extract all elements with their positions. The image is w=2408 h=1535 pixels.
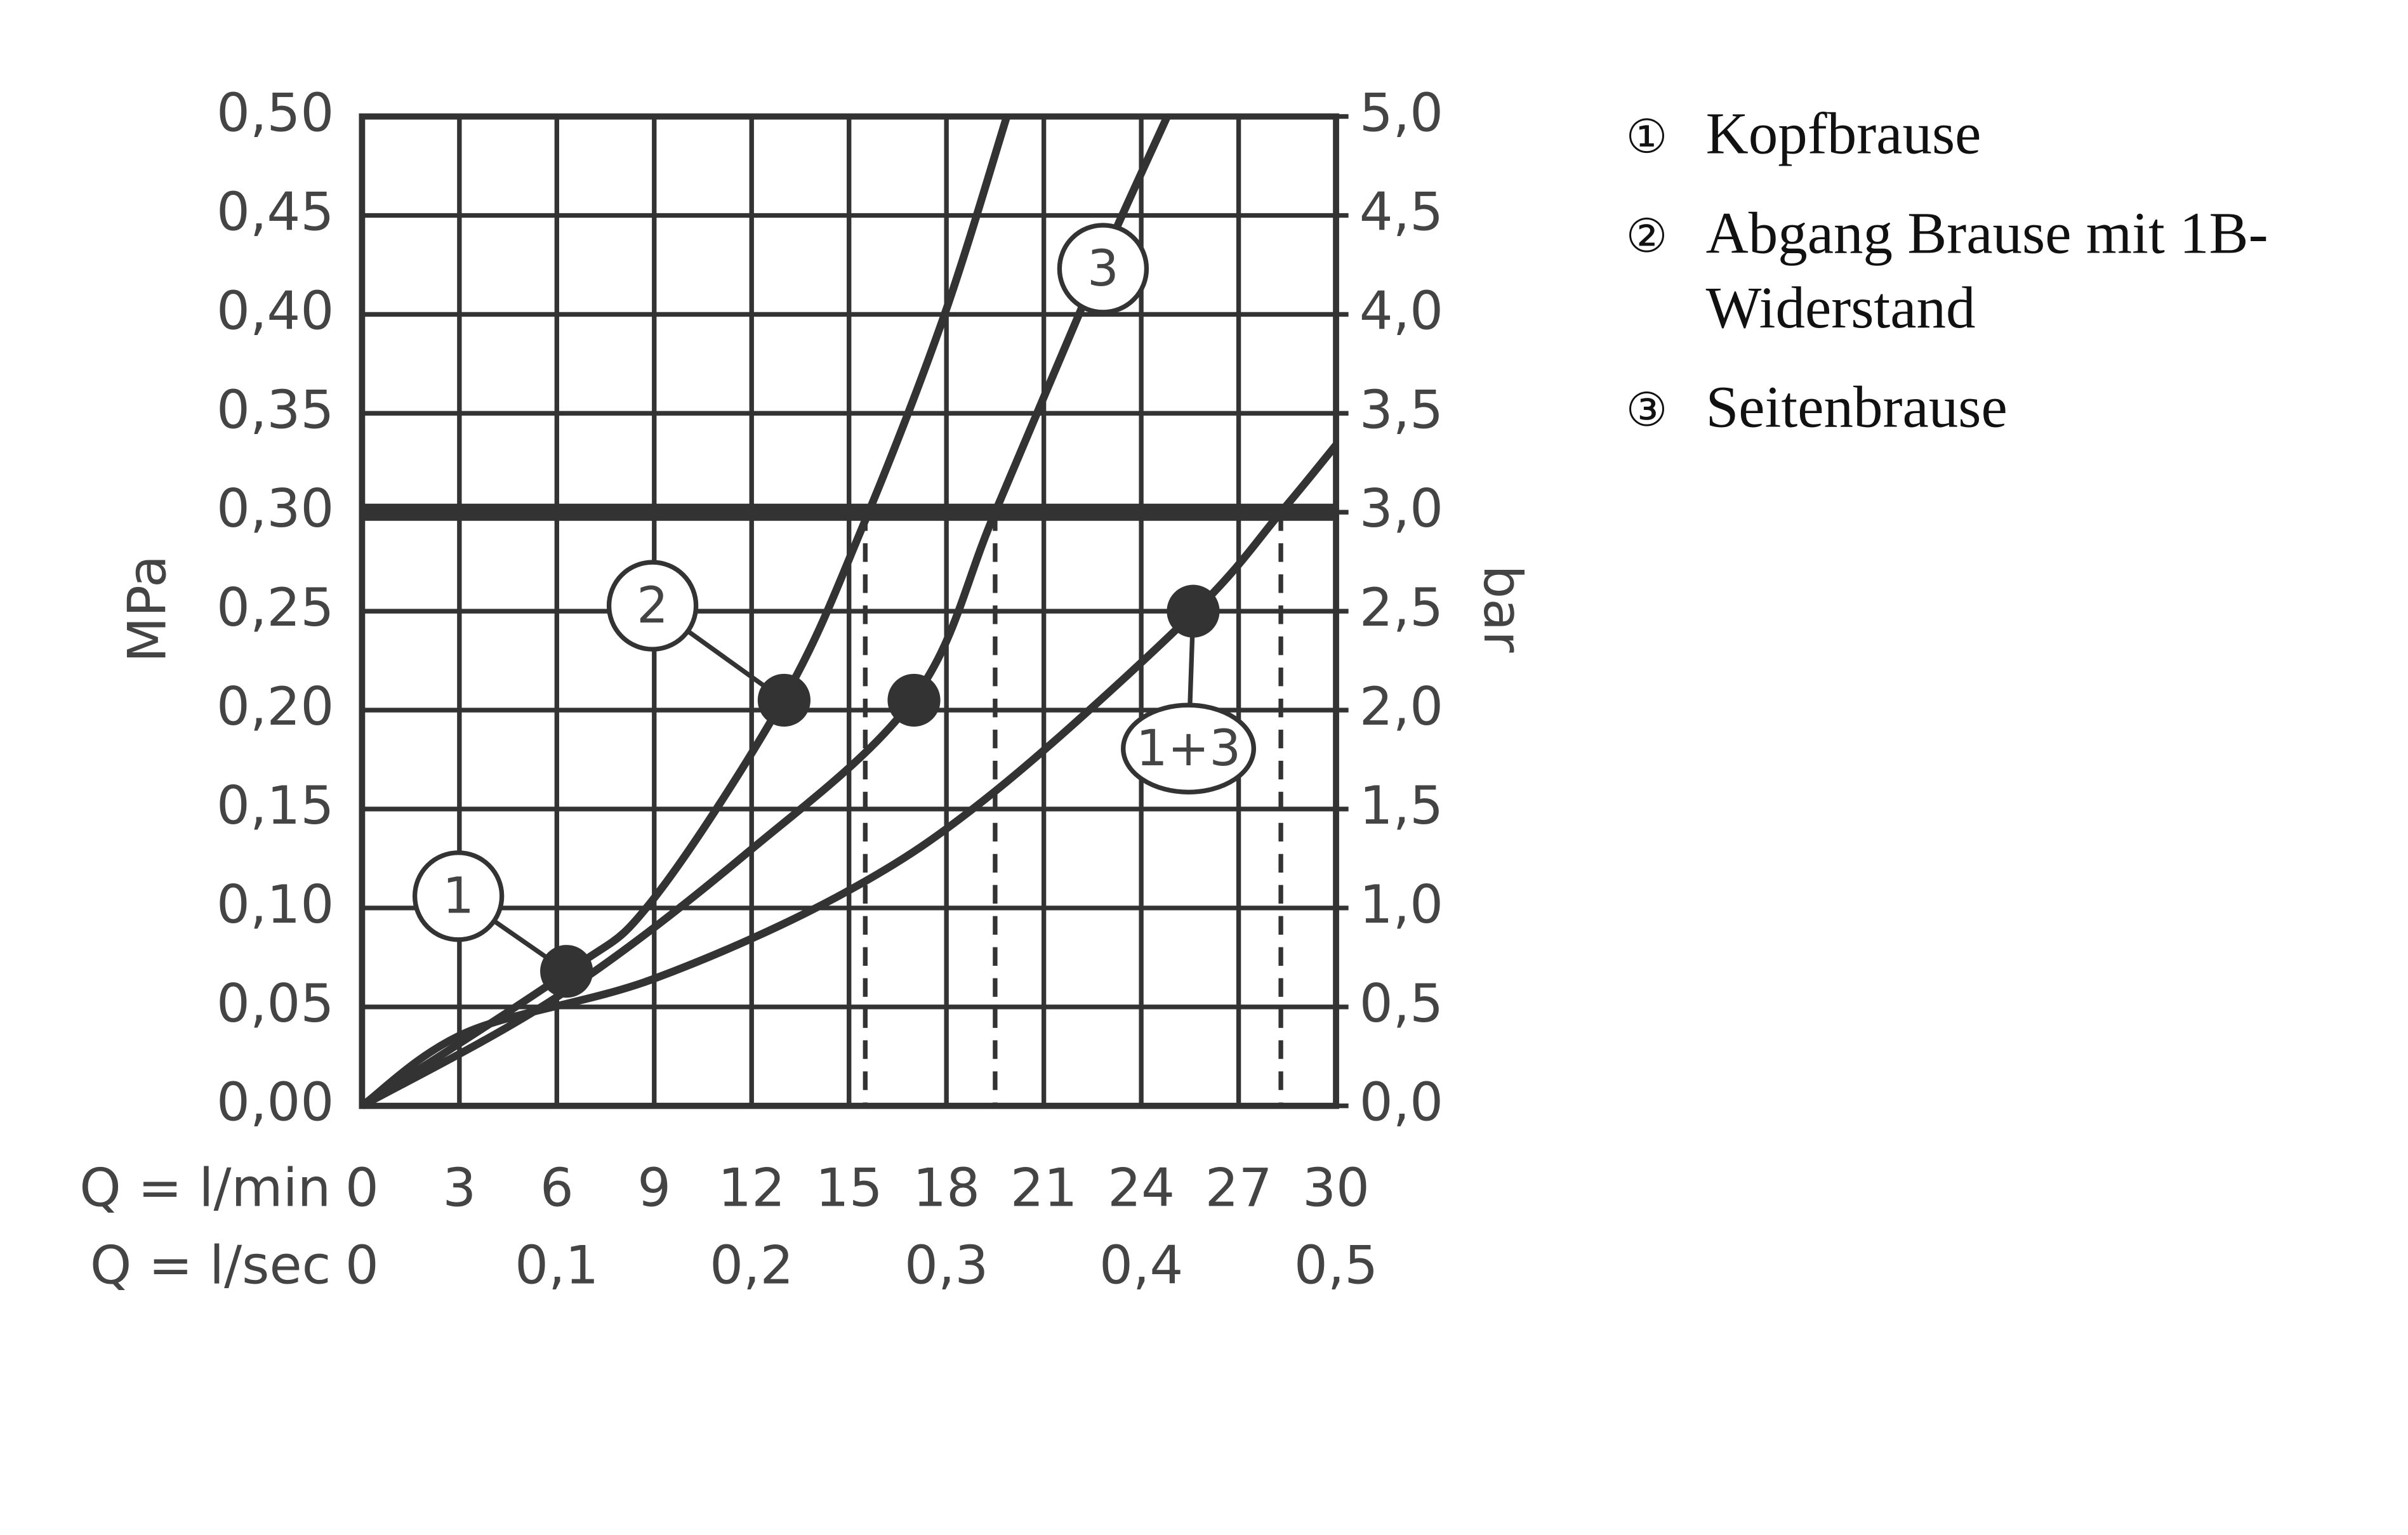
x-tick-label: 6 bbox=[540, 1157, 574, 1218]
x-tick-label: 18 bbox=[913, 1157, 980, 1218]
x-tick-label: 21 bbox=[1010, 1157, 1078, 1218]
annotation-label: 2 bbox=[637, 577, 668, 635]
y-tick-label: 0,15 bbox=[216, 775, 334, 836]
operating-point bbox=[757, 673, 811, 727]
annotation-bubble bbox=[1121, 702, 1256, 794]
operating-point bbox=[540, 945, 593, 998]
y-tick-label: 0,35 bbox=[216, 379, 334, 440]
y-tick-label: 0,05 bbox=[216, 973, 334, 1034]
x2-tick-label: 0,1 bbox=[515, 1235, 599, 1296]
y2-tick-label: 3,5 bbox=[1359, 379, 1443, 440]
y-tick-label: 0,10 bbox=[216, 874, 334, 935]
annotation-label: 1 bbox=[442, 867, 474, 925]
x2-axis-title: Q = l/sec bbox=[90, 1235, 331, 1296]
y2-tick-label: 1,0 bbox=[1359, 874, 1443, 935]
annotation-label: 1+3 bbox=[1136, 720, 1241, 777]
y-tick-label: 0,45 bbox=[216, 181, 334, 242]
annotation-bubble bbox=[412, 850, 505, 942]
legend-text: Abgang Brause mit 1B- bbox=[1706, 201, 2268, 266]
curve bbox=[359, 442, 1339, 1109]
x-tick-label: 15 bbox=[816, 1157, 883, 1218]
annotation-bubble bbox=[606, 560, 699, 652]
operating-point bbox=[887, 673, 941, 727]
annotation-bubble bbox=[1057, 223, 1149, 315]
y2-tick-label: 4,5 bbox=[1359, 181, 1443, 242]
legend-marker: ③ bbox=[1626, 383, 1668, 437]
y2-tick-label: 1,5 bbox=[1359, 775, 1443, 836]
x-axis-title: Q = l/min bbox=[79, 1157, 331, 1218]
x-tick-label: 3 bbox=[442, 1157, 476, 1218]
x-tick-label: 9 bbox=[637, 1157, 671, 1218]
x2-tick-label: 0 bbox=[345, 1235, 379, 1296]
legend-text: Seitenbrause bbox=[1706, 374, 2008, 440]
annotation-label: 3 bbox=[1087, 240, 1119, 298]
plot-frame bbox=[359, 113, 1339, 1109]
x-tick-label: 12 bbox=[718, 1157, 785, 1218]
y2-tick-label: 0,0 bbox=[1359, 1072, 1443, 1133]
y-axis-title: MPa bbox=[116, 555, 178, 662]
y2-tick-label: 3,0 bbox=[1359, 478, 1443, 539]
y2-tick-label: 0,5 bbox=[1359, 973, 1443, 1034]
x-tick-label: 0 bbox=[345, 1157, 379, 1218]
legend-text: Widerstand bbox=[1706, 275, 1976, 341]
x2-tick-label: 0,2 bbox=[710, 1235, 793, 1296]
y-tick-label: 0,50 bbox=[216, 82, 334, 144]
x2-tick-label: 0,5 bbox=[1294, 1235, 1378, 1296]
y2-tick-label: 2,5 bbox=[1359, 577, 1443, 638]
y2-tick-label: 2,0 bbox=[1359, 676, 1443, 737]
y-tick-label: 0,40 bbox=[216, 280, 334, 341]
operating-point bbox=[1167, 584, 1220, 638]
y-tick-label: 0,25 bbox=[216, 577, 334, 638]
legend-marker: ① bbox=[1626, 110, 1668, 164]
x2-tick-label: 0,3 bbox=[904, 1235, 988, 1296]
y-tick-label: 0,20 bbox=[216, 676, 334, 737]
y-tick-label: 0,00 bbox=[216, 1072, 334, 1133]
y2-tick-label: 4,0 bbox=[1359, 280, 1443, 341]
x-tick-label: 30 bbox=[1302, 1157, 1370, 1218]
x-tick-label: 27 bbox=[1205, 1157, 1273, 1218]
x2-tick-label: 0,4 bbox=[1099, 1235, 1183, 1296]
legend-marker: ② bbox=[1626, 209, 1668, 263]
y2-tick-label: 5,0 bbox=[1359, 82, 1443, 144]
y-tick-label: 0,30 bbox=[216, 478, 334, 539]
x-tick-label: 24 bbox=[1108, 1157, 1175, 1218]
y2-axis-title: bar bbox=[1472, 565, 1533, 653]
legend-text: Kopfbrause bbox=[1706, 102, 1981, 167]
